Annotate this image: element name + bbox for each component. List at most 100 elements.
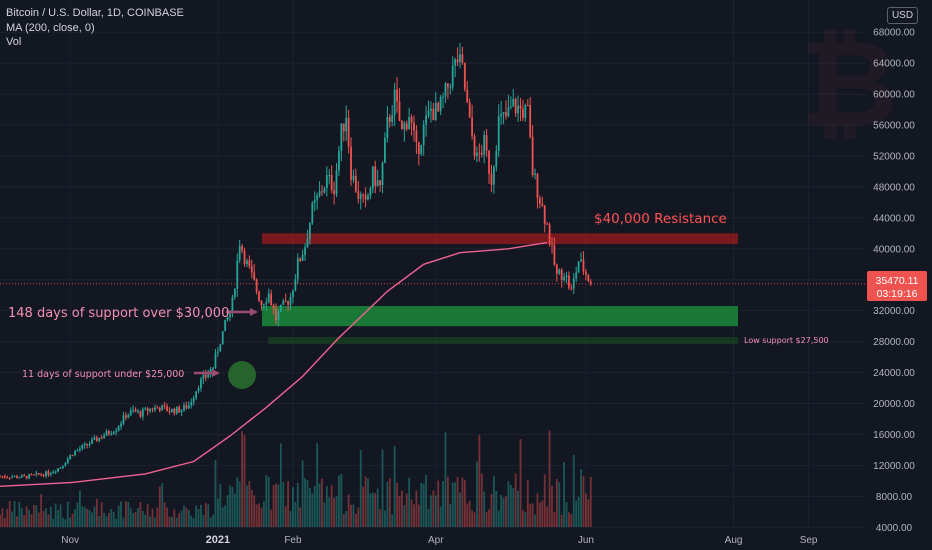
currency-badge[interactable]: USD <box>887 7 918 24</box>
candle-body <box>216 351 219 353</box>
volume-bar <box>243 435 246 527</box>
volume-bar <box>354 513 357 527</box>
volume-bar <box>575 500 578 527</box>
candle-body <box>325 175 328 189</box>
volume-bar <box>209 517 212 527</box>
volume-bar <box>279 443 282 527</box>
candle-body <box>413 122 415 131</box>
candle-body <box>105 431 108 436</box>
candle-body <box>221 331 224 345</box>
volume-bar <box>451 482 454 527</box>
volume-bar <box>62 517 64 527</box>
volume-bar <box>507 481 510 527</box>
volume-bar <box>570 514 573 527</box>
volume-bar <box>560 514 563 527</box>
volume-bar <box>553 511 556 527</box>
volume-bar <box>342 513 345 527</box>
candle-body <box>488 150 490 174</box>
candle-body <box>340 123 343 152</box>
volume-bar <box>219 483 222 527</box>
ma-indicator-label[interactable]: MA (200, close, 0) <box>6 21 95 34</box>
volume-bar <box>13 500 16 527</box>
candle-body <box>417 142 420 155</box>
y-tick-label: 48000.00 <box>873 182 915 193</box>
volume-bar <box>522 510 524 527</box>
candle-body <box>359 194 362 199</box>
y-tick-label: 8000.00 <box>876 492 913 503</box>
candle-body <box>374 166 377 186</box>
volume-bar <box>93 506 96 527</box>
volume-bar <box>580 469 582 527</box>
candle-body <box>11 476 14 478</box>
volume-bar <box>262 501 265 527</box>
candle-body <box>459 54 461 63</box>
volume-bar <box>495 490 498 527</box>
candle-body <box>451 65 454 88</box>
volume-bar <box>439 506 442 527</box>
volume-bar <box>6 508 9 527</box>
candle-body <box>410 116 413 123</box>
candle-body <box>98 437 101 441</box>
volume-bar <box>483 491 486 527</box>
candle-body <box>461 54 464 63</box>
candle-body <box>127 414 130 418</box>
volume-bar <box>81 506 84 527</box>
volume-bar <box>129 508 132 527</box>
volume-bar <box>461 477 464 527</box>
candle-body <box>18 477 21 479</box>
candle-body <box>6 477 9 479</box>
volume-bar <box>359 449 362 527</box>
volume-bar <box>289 510 292 527</box>
candle-body <box>301 254 304 261</box>
volume-bar <box>572 454 575 527</box>
candle-body <box>146 408 149 412</box>
candle-body <box>265 302 268 305</box>
candle-body <box>71 455 74 457</box>
volume-bar <box>110 508 113 527</box>
volume-bar <box>541 500 544 527</box>
candle-body <box>226 317 229 320</box>
volume-bar <box>318 483 321 527</box>
volume-bar <box>8 501 11 527</box>
volume-bar <box>347 494 350 527</box>
volume-bar <box>187 510 190 527</box>
volume-bar <box>321 478 323 527</box>
volume-bar <box>156 507 159 527</box>
x-tick-label: Feb <box>284 535 302 546</box>
volume-bar <box>76 502 79 527</box>
volume-bar <box>430 495 432 527</box>
candle-body <box>587 274 590 282</box>
support-under-label: 11 days of support under $25,000 <box>22 369 184 380</box>
candle-body <box>117 426 120 431</box>
candle-body <box>422 124 425 145</box>
volume-bar <box>272 485 275 527</box>
candle-body <box>49 473 52 475</box>
candle-body <box>20 475 23 478</box>
volume-bar <box>444 432 447 527</box>
candle-body <box>381 162 384 186</box>
candle-body <box>364 194 367 200</box>
candle-body <box>311 202 314 224</box>
candle-body <box>74 451 76 456</box>
candle-body <box>170 408 173 412</box>
candle-body <box>231 297 234 311</box>
volume-bar <box>91 512 93 527</box>
volume-bar <box>54 503 57 527</box>
y-tick-label: 20000.00 <box>873 399 915 410</box>
candle-body <box>570 287 573 289</box>
volume-bar <box>524 512 527 527</box>
volume-indicator-label[interactable]: Vol <box>6 36 22 48</box>
candle-body <box>212 367 214 369</box>
candle-body <box>197 388 200 392</box>
candle-body <box>267 293 270 303</box>
candle-body <box>580 259 582 262</box>
ma-200-line <box>0 241 548 487</box>
candle-body <box>255 279 258 292</box>
symbol-title[interactable]: Bitcoin / U.S. Dollar, 1D, COINBASE <box>6 7 184 19</box>
candle-body <box>122 415 125 424</box>
candle-body <box>589 281 592 284</box>
volume-bar <box>410 499 413 527</box>
volume-bar <box>146 504 149 527</box>
candle-body <box>468 102 471 118</box>
